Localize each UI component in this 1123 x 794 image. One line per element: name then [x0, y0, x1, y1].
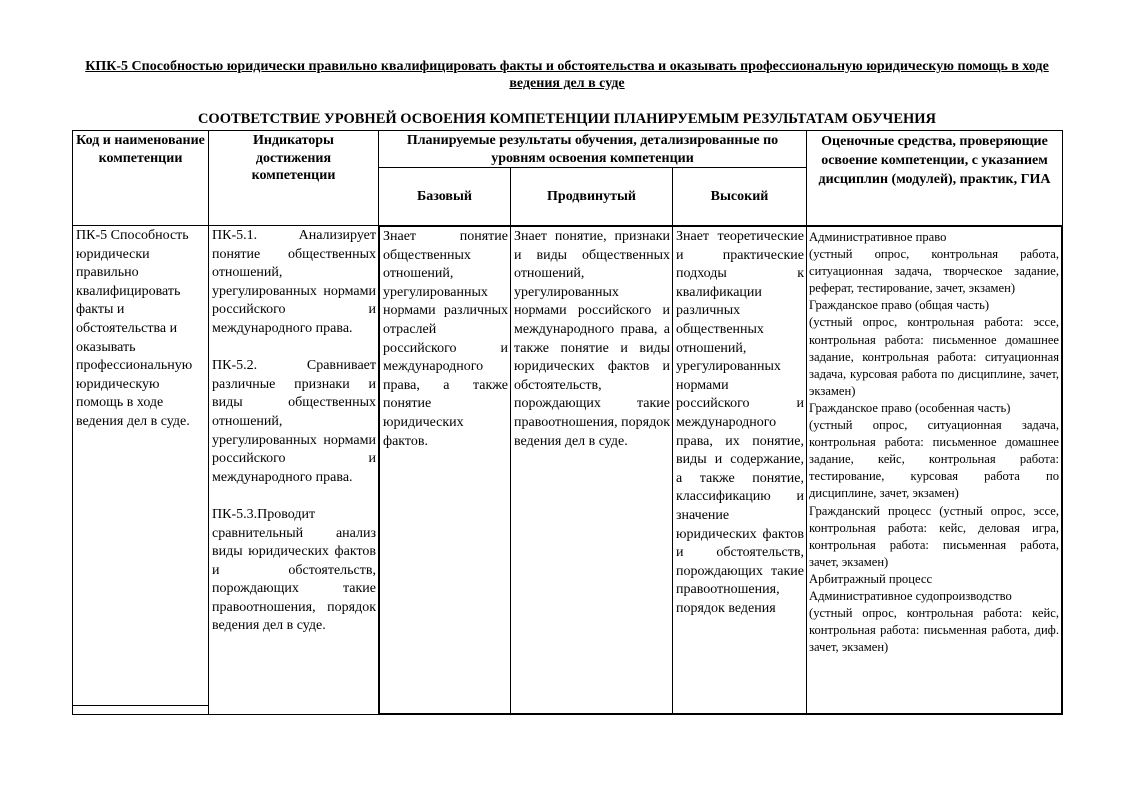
cell-basic: Знает понятие общественных отношений, ур…: [378, 225, 511, 715]
assessment-item: Гражданский процесс (устный опрос, эссе,…: [809, 503, 1059, 569]
assessment-item: (устный опрос, контрольная работа: кейс,…: [809, 606, 1059, 655]
assessment-item: Гражданское право (особенная часть): [809, 400, 1011, 415]
cell-competency-code: ПК-5 Способность юридически правильно кв…: [72, 225, 209, 715]
cell-assessment: Административное право (устный опрос, ко…: [806, 225, 1063, 715]
header-planned-results: Планируемые результаты обучения, детализ…: [378, 130, 807, 168]
indicator-5-2: ПК-5.2. Сравнивает различные признаки и …: [212, 358, 376, 485]
basic-text: Знает понятие общественных отношений, ур…: [383, 229, 508, 449]
assessment-item: Гражданское право (общая часть): [809, 298, 990, 313]
assessment-item: Административное право: [809, 230, 947, 244]
header-code: Код и наименование компетенции: [72, 130, 209, 226]
advanced-text: Знает понятие, признаки и виды обществен…: [514, 229, 670, 449]
assessment-item: (устный опрос, контрольная работа: эссе,…: [809, 315, 1059, 398]
header-advanced: Продвинутый: [510, 167, 673, 226]
indicator-5-1: ПК-5.1. Анализирует понятие общественных…: [212, 228, 376, 336]
assessment-item: (устный опрос, ситуационная задача, конт…: [809, 418, 1059, 501]
table-caption: СООТВЕТСТВИЕ УРОВНЕЙ ОСВОЕНИЯ КОМПЕТЕНЦИ…: [197, 111, 937, 127]
assessment-item: (устный опрос, контрольная работа, ситуа…: [809, 247, 1059, 296]
cell-divider: [73, 705, 208, 706]
header-assessment: Оценочные средства, проверяющие освоение…: [806, 130, 1063, 226]
high-text: Знает теоретические и практические подхо…: [676, 229, 804, 616]
assessment-item: Административное судопроизводство: [809, 588, 1012, 603]
header-indicators: Индикаторы достижения компетенции: [208, 130, 379, 226]
header-high: Высокий: [672, 167, 807, 226]
cell-advanced: Знает понятие, признаки и виды обществен…: [510, 225, 673, 715]
cell-indicators: ПК-5.1. Анализирует понятие общественных…: [208, 225, 379, 715]
page-title: КПК-5 Способностью юридически правильно …: [85, 59, 1049, 91]
assessment-item: Арбитражный процесс: [809, 571, 933, 586]
competency-text: ПК-5 Способность юридически правильно кв…: [76, 228, 193, 429]
indicator-5-3: ПК-5.3.Проводит сравнительный анализ вид…: [212, 506, 376, 634]
cell-high: Знает теоретические и практические подхо…: [672, 225, 807, 715]
header-basic: Базовый: [378, 167, 511, 226]
